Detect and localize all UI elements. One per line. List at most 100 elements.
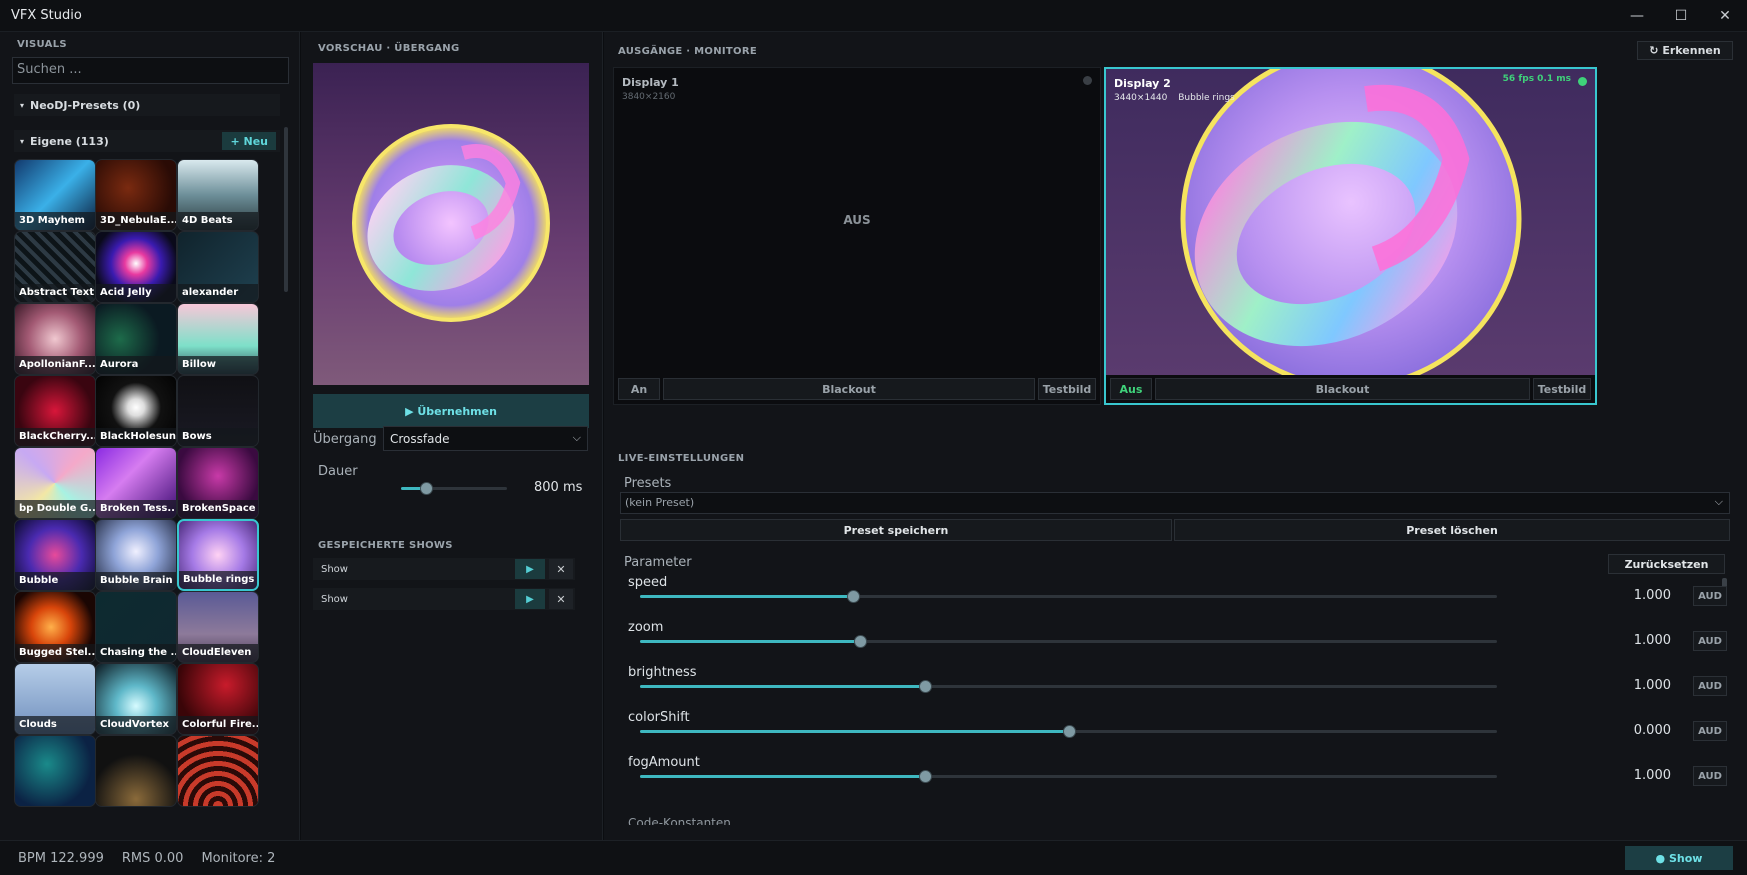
test-image-button[interactable]: Testbild [1533, 378, 1591, 400]
outputs-section-label: AUSGÄNGE · MONITORE [618, 46, 757, 57]
visual-tile[interactable] [95, 735, 177, 807]
visual-tile[interactable]: 3D Mayhem [14, 159, 96, 231]
visual-tile[interactable]: Bubble Brain [95, 519, 177, 591]
display-off-button[interactable]: Aus [1110, 378, 1152, 400]
audio-link-button[interactable]: AUD [1693, 631, 1727, 651]
group-neodj-presets[interactable]: ▾ NeoDJ-Presets (0) [14, 94, 280, 116]
visual-tile[interactable]: Bugged Stel... [14, 591, 96, 663]
param-slider-knob[interactable] [918, 770, 932, 783]
visual-tile[interactable]: 4D Beats [177, 159, 259, 231]
new-visual-button[interactable]: + Neu [222, 132, 276, 150]
visual-tile[interactable]: CloudEleven [177, 591, 259, 663]
display-resolution: 3440×1440 [1114, 93, 1168, 103]
display-name: Display 2 [1114, 77, 1171, 90]
visual-tile[interactable]: BrokenSpace [177, 447, 259, 519]
visual-tile[interactable]: ApollonianF... [14, 303, 96, 375]
transition-select[interactable]: Crossfade ⌵ [383, 426, 588, 451]
remove-show-icon[interactable]: ✕ [549, 559, 573, 579]
preview-panel: VORSCHAU · ÜBERGANG ▶ Übern [301, 32, 603, 840]
group-eigene[interactable]: ▾ Eigene (113) + Neu [14, 130, 280, 152]
blackout-button[interactable]: Blackout [663, 378, 1035, 400]
visual-tile-label: Bubble rings [179, 571, 257, 589]
param-slider-fill [640, 595, 853, 598]
param-slider[interactable] [640, 635, 1497, 648]
play-show-icon[interactable]: ▶ [515, 589, 545, 609]
duration-value: 800 ms [534, 480, 583, 495]
duration-slider[interactable] [401, 482, 507, 495]
audio-link-button[interactable]: AUD [1693, 766, 1727, 786]
saved-shows-label: GESPEICHERTE SHOWS [318, 540, 453, 551]
blackout-button[interactable]: Blackout [1155, 378, 1530, 400]
visual-tile[interactable]: Clouds [14, 663, 96, 735]
visual-tile[interactable]: Abstract Text [14, 231, 96, 303]
visual-tile[interactable]: Bows [177, 375, 259, 447]
app-title: VFX Studio [11, 8, 82, 23]
display-off-text: AUS [843, 213, 871, 227]
param-slider[interactable] [640, 680, 1497, 693]
status-bar: BPM 122.999 RMS 0.00 Monitore: 2 ● Show [0, 840, 1747, 875]
param-slider[interactable] [640, 725, 1497, 738]
visual-tile[interactable]: Billow [177, 303, 259, 375]
visual-tile-label: Aurora [96, 356, 176, 374]
param-name: brightness [628, 665, 697, 680]
visual-tile[interactable] [177, 735, 259, 807]
detect-button[interactable]: ↻ Erkennen [1637, 41, 1733, 60]
show-name: Show [321, 593, 348, 605]
visual-tile-label: Colorful Fire... [178, 716, 258, 734]
visual-tile[interactable]: alexander [177, 231, 259, 303]
visual-tile[interactable]: bp Double G... [14, 447, 96, 519]
collapse-triangle-icon: ▾ [20, 100, 25, 110]
visual-tile[interactable]: Acid Jelly [95, 231, 177, 303]
monitor-count: Monitore: 2 [201, 850, 276, 866]
preset-select[interactable]: (kein Preset) ⌵ [620, 492, 1730, 514]
visual-tile[interactable]: Bubble rings [177, 519, 259, 591]
visual-tile[interactable]: 3D_NebulaE... [95, 159, 177, 231]
save-preset-button[interactable]: Preset speichern [620, 519, 1172, 541]
search-input[interactable]: Suchen ... [12, 57, 289, 84]
param-slider-knob[interactable] [918, 680, 932, 693]
close-button[interactable]: ✕ [1719, 8, 1731, 24]
test-image-button[interactable]: Testbild [1038, 378, 1096, 400]
visual-tile[interactable]: CloudVortex [95, 663, 177, 735]
show-mode-button[interactable]: ● Show [1625, 846, 1733, 870]
reset-button[interactable]: Zurücksetzen [1608, 554, 1725, 574]
delete-preset-button[interactable]: Preset löschen [1174, 519, 1730, 541]
param-slider[interactable] [640, 590, 1497, 603]
audio-link-button[interactable]: AUD [1693, 676, 1727, 696]
display-on-button[interactable]: An [618, 378, 660, 400]
maximize-button[interactable]: ☐ [1674, 8, 1688, 24]
remove-show-icon[interactable]: ✕ [549, 589, 573, 609]
visual-tile[interactable]: Bubble [14, 519, 96, 591]
param-slider-knob[interactable] [1063, 725, 1077, 738]
saved-show-row[interactable]: Show ▶ ✕ [313, 558, 575, 580]
visual-tile-label: 4D Beats [178, 212, 258, 230]
param-slider-knob[interactable] [854, 635, 868, 648]
audio-link-button[interactable]: AUD [1693, 586, 1727, 606]
visual-tile[interactable]: Broken Tess... [95, 447, 177, 519]
visual-tile[interactable] [14, 735, 96, 807]
visual-tile-label: Abstract Text [15, 284, 95, 302]
display-info: 3440×1440 Bubble rings [1114, 93, 1235, 103]
display-card-1[interactable]: Display 1 3840×2160 AUS An Blackout Test… [613, 67, 1101, 405]
saved-show-row[interactable]: Show ▶ ✕ [313, 588, 575, 610]
display-card-2[interactable]: Display 2 3440×1440 Bubble rings 56 fps … [1104, 67, 1597, 405]
visual-tile[interactable]: BlackCherry... [14, 375, 96, 447]
status-dot-icon [1083, 76, 1092, 85]
visuals-section-label: VISUALS [17, 39, 67, 50]
param-slider-knob[interactable] [846, 590, 860, 603]
visual-tile[interactable]: Chasing the ... [95, 591, 177, 663]
visual-tile[interactable]: Aurora [95, 303, 177, 375]
audio-link-button[interactable]: AUD [1693, 721, 1727, 741]
minimize-button[interactable]: — [1630, 8, 1644, 24]
duration-slider-knob[interactable] [420, 482, 434, 495]
bubble-rings-preview [352, 124, 550, 322]
param-slider[interactable] [640, 770, 1497, 783]
visual-tile[interactable]: BlackHolesun [95, 375, 177, 447]
visual-tile-label: BlackHolesun [96, 428, 176, 446]
apply-button[interactable]: ▶ Übernehmen [313, 394, 589, 428]
param-value: 1.000 [1633, 768, 1671, 783]
visual-tile[interactable]: Colorful Fire... [177, 663, 259, 735]
visuals-scrollbar[interactable] [284, 127, 288, 292]
visual-tile-label: alexander [178, 284, 258, 302]
play-show-icon[interactable]: ▶ [515, 559, 545, 579]
